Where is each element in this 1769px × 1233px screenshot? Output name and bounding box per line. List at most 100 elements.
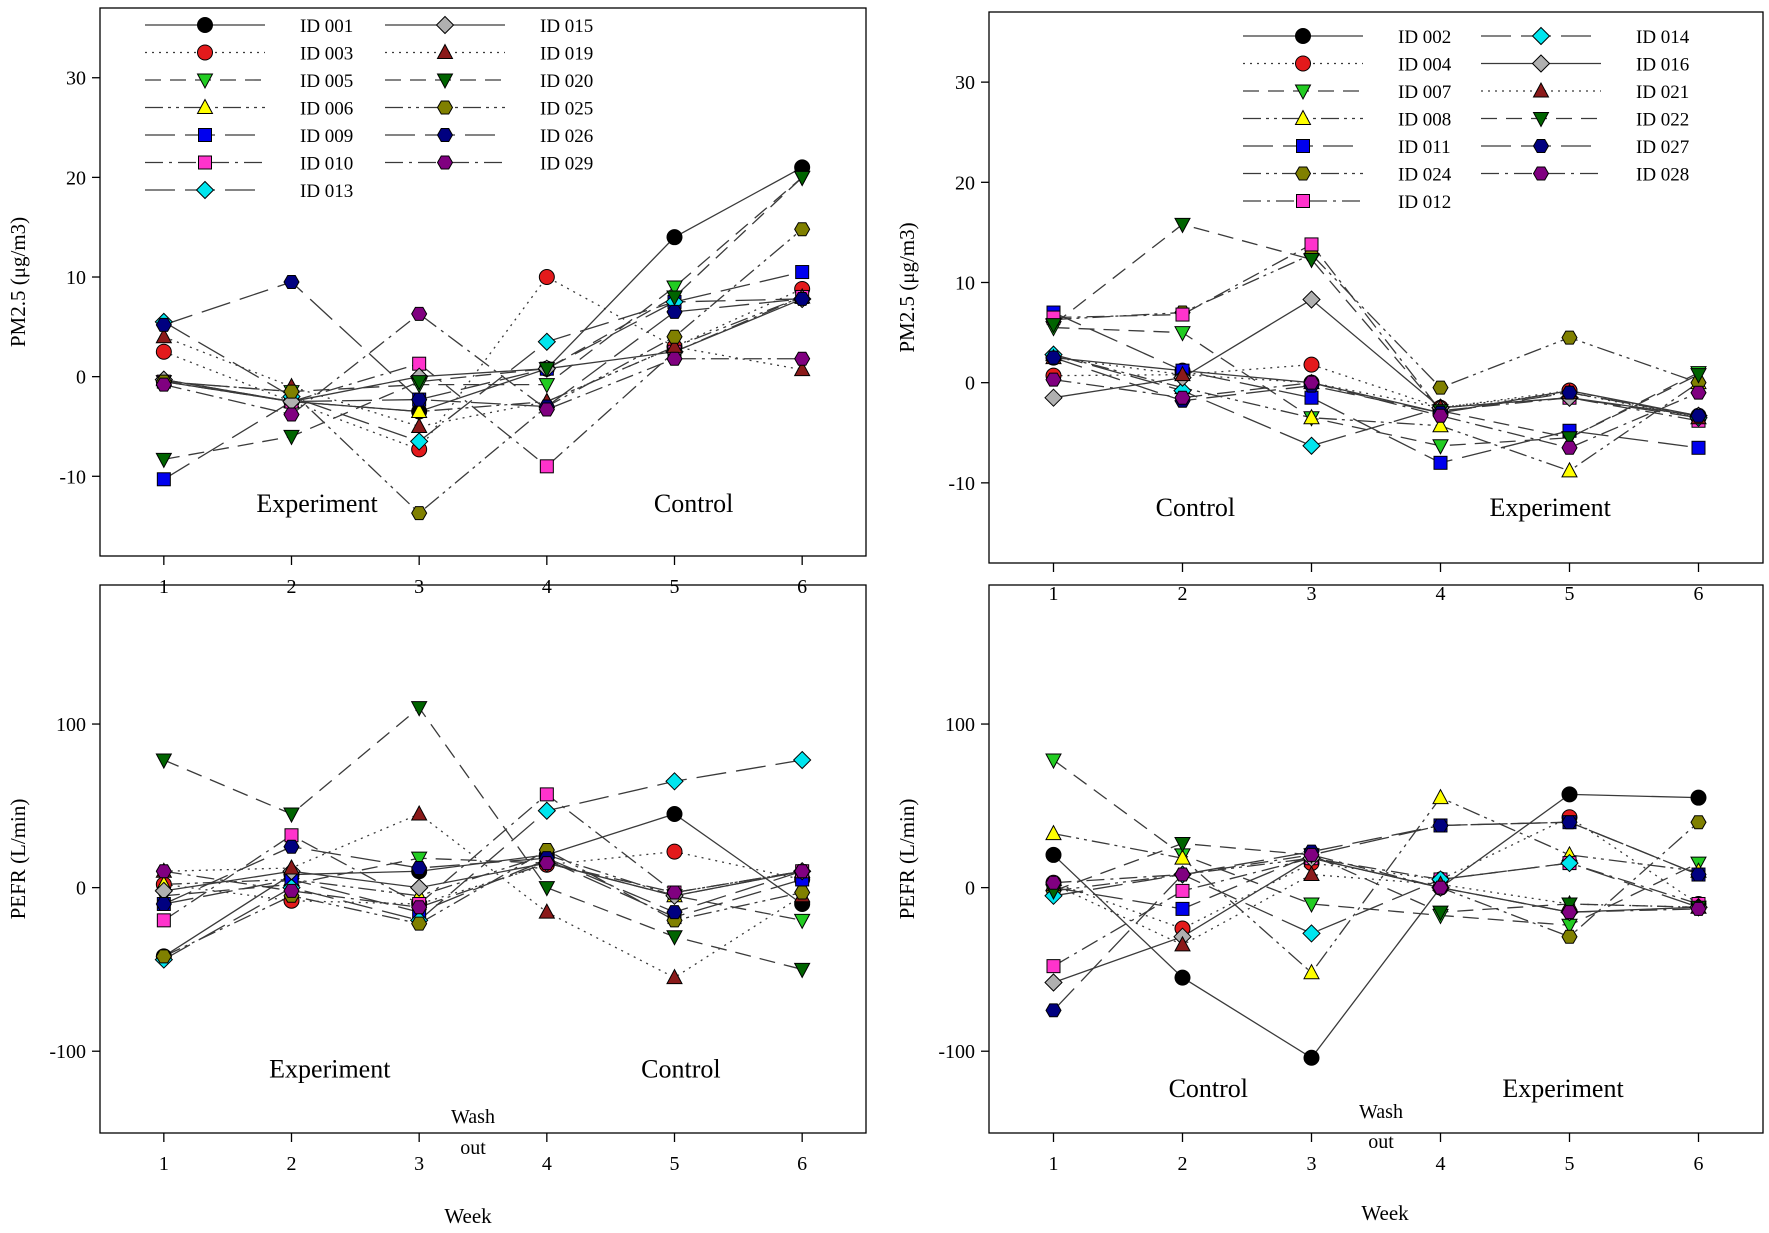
x-tick-label: 4 [542,1153,552,1175]
x-tick-label: 3 [1307,583,1317,605]
data-point-ID-004 [1303,356,1320,373]
x-tick-label: 4 [1436,1153,1446,1175]
x-tick-label: 6 [797,1153,807,1175]
data-point-ID-028 [1561,440,1578,455]
legend-label: ID 020 [540,71,593,92]
data-point-ID-028 [1432,880,1449,895]
series-line-ID-014 [1053,862,1699,935]
data-point-ID-029 [155,377,172,392]
legend-label: ID 021 [1636,82,1689,103]
legend-marker [436,128,454,142]
data-point-ID-024 [1561,330,1578,345]
y-tick-label: 10 [955,272,975,294]
x-tick-label: 5 [670,1153,680,1175]
series-line-ID-015 [163,298,803,403]
data-point-ID-027 [1432,818,1449,833]
plot-frame [988,11,1764,564]
data-point-ID-019 [410,417,428,433]
x-tick-label: 5 [1565,583,1575,605]
data-point-ID-024 [1432,380,1449,395]
y-tick-label: -100 [938,1041,975,1063]
y-tick-label: 0 [965,878,975,900]
data-point-ID-008 [1045,824,1062,841]
data-point-ID-022 [1174,836,1191,853]
data-point-ID-002 [1303,1049,1320,1066]
legend-marker [195,180,215,200]
x-tick-label: 2 [1178,1153,1188,1175]
series-lines [1053,223,1699,472]
data-point-ID-021 [1303,865,1320,882]
legend-marker [1531,26,1551,46]
legend-label: ID 001 [300,16,353,37]
series-line-ID-015 [163,862,803,897]
series-line-ID-008 [1053,796,1699,974]
x-tick-label: 4 [542,576,552,598]
x-tick-label: 2 [1178,583,1188,605]
data-point-ID-019 [410,804,428,821]
data-point-ID-002 [1174,969,1191,986]
series-line-ID-025 [163,228,803,515]
legend-label: ID 002 [1398,27,1451,48]
period-label: Experiment [256,489,378,518]
data-point-ID-027 [1690,867,1707,882]
panel-bottom-left: -100 0 100 1 2 3 4 5 6 PEFR (L/min) Experiment Cont… [6,584,867,1175]
y-tick-label: 30 [66,68,86,90]
x-tick-label: 5 [670,576,680,598]
series-line-ID-025 [163,849,803,957]
data-point-ID-028 [1303,375,1320,390]
legend-marker [197,44,213,61]
series-line-ID-002 [1053,793,1699,1059]
data-point-ID-013 [537,332,557,351]
data-point-ID-009 [795,265,810,280]
y-tick-label: 20 [66,167,86,189]
data-point-ID-013 [792,750,812,770]
data-point-ID-028 [1432,408,1449,423]
data-point-ID-022 [1045,318,1062,334]
legend-marker [436,73,454,90]
data-point-ID-008 [1561,461,1578,478]
data-point-ID-008 [1432,788,1449,805]
data-point-ID-020 [283,429,300,446]
period-label: Control [654,489,733,518]
data-point-ID-021 [1174,365,1191,382]
data-point-ID-022 [1174,217,1191,234]
legend-marker [1296,194,1310,208]
series-line-ID-011 [1053,311,1699,464]
series-line-ID-003 [163,850,803,905]
washout-label-left-line1: Wash [451,1106,495,1128]
panel-top-left: -10 0 10 20 30 1 2 3 4 5 6 PM2.5 (μg/m3) Experiment C… [6,7,867,598]
data-point-ID-005 [538,378,556,394]
legend-label: ID 010 [300,154,353,175]
data-point-ID-010 [539,459,554,474]
data-point-ID-020 [793,170,811,187]
data-point-ID-001 [666,229,683,246]
data-point-ID-026 [155,317,172,332]
legend-marker [197,17,213,33]
data-point-ID-028 [1690,901,1707,916]
data-point-ID-016 [1302,290,1321,309]
series-line-ID-021 [1053,356,1699,419]
data-point-ID-020 [155,753,173,770]
legend-label: ID 014 [1636,27,1690,48]
series-line-ID-009 [163,859,803,918]
data-point-ID-029 [794,351,811,366]
series-line-ID-026 [163,846,803,913]
data-point-ID-020 [666,290,683,307]
period-label: Control [1169,1074,1248,1103]
data-point-ID-008 [1303,963,1320,980]
series-line-ID-004 [1053,363,1699,419]
x-tick-label: 1 [159,576,169,598]
data-point-ID-026 [283,275,300,289]
series-line-ID-013 [163,759,803,961]
series-line-ID-006 [163,296,803,413]
xlabel-bottom-left: Week [444,1204,492,1228]
data-point-ID-010 [156,913,171,928]
data-point-ID-013 [537,801,557,820]
legend-marker [1531,54,1551,73]
data-point-ID-014 [1302,436,1321,455]
legend-label: ID 022 [1636,110,1689,131]
data-point-ID-028 [1045,372,1062,387]
data-point-ID-014 [1302,924,1321,943]
series-line-ID-024 [1053,253,1699,389]
